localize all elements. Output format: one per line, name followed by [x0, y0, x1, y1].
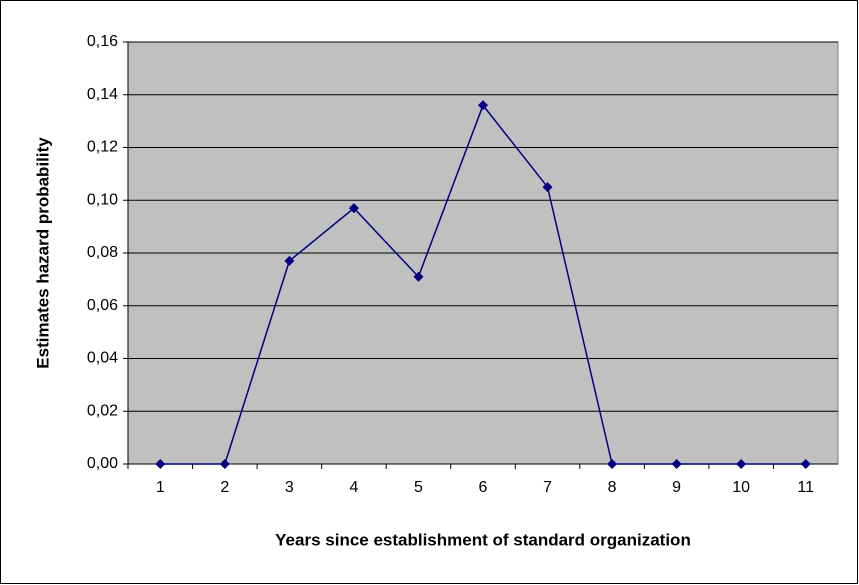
y-tick-label: 0,14	[87, 86, 118, 103]
x-tick-label: 9	[672, 479, 681, 496]
x-axis-label: Years since establishment of standard or…	[275, 530, 691, 549]
y-tick-label: 0,04	[87, 350, 118, 367]
x-tick-label: 3	[285, 479, 294, 496]
x-tick-label: 6	[479, 479, 488, 496]
x-tick-label: 8	[608, 479, 617, 496]
y-tick-label: 0,16	[87, 33, 118, 50]
x-tick-label: 1	[156, 479, 165, 496]
data-point	[736, 459, 747, 469]
data-point	[219, 459, 230, 469]
y-tick-label: 0,00	[87, 455, 118, 472]
data-point	[607, 459, 618, 469]
x-tick-label: 4	[349, 479, 358, 496]
y-axis-label: Estimates hazard probability	[33, 137, 52, 369]
y-tick-label: 0,12	[87, 139, 118, 156]
data-point	[671, 459, 682, 469]
x-tick-label: 2	[220, 479, 229, 496]
data-point	[348, 203, 359, 214]
x-tick-label: 5	[414, 479, 423, 496]
data-point	[155, 459, 166, 469]
data-point	[284, 255, 295, 266]
data-point	[413, 271, 424, 282]
y-tick-label: 0,10	[87, 191, 118, 208]
x-tick-label: 7	[543, 479, 552, 496]
y-tick-label: 0,08	[87, 244, 118, 261]
data-point	[542, 182, 553, 193]
y-tick-label: 0,06	[87, 297, 118, 314]
y-tick-label: 0,02	[87, 402, 118, 419]
data-point	[478, 100, 488, 111]
x-tick-label: 10	[732, 479, 750, 496]
x-tick-label: 11	[797, 479, 814, 496]
data-point	[800, 459, 811, 469]
